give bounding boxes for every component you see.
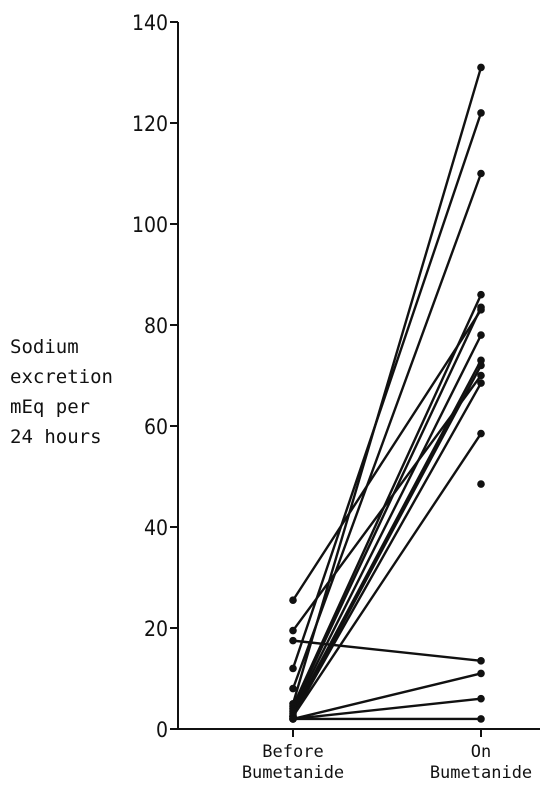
data-point	[477, 109, 485, 117]
data-point	[477, 657, 485, 665]
series-line	[291, 382, 483, 717]
data-point	[477, 169, 485, 178]
series-line	[291, 294, 483, 707]
y-axis-label-line: 24 hours	[10, 426, 102, 448]
y-ticks: 0 20 40 60 80 100 120 140	[132, 11, 178, 742]
series-lines	[291, 67, 483, 721]
data-point	[477, 669, 485, 678]
y-tick-label: 80	[144, 314, 168, 338]
data-point	[477, 379, 485, 387]
y-tick-label: 140	[132, 11, 168, 35]
data-point	[289, 636, 297, 645]
x-category-label-line: Bumetanide	[429, 763, 533, 783]
series-line	[292, 697, 482, 721]
data-point	[477, 331, 485, 339]
data-point	[477, 290, 485, 299]
data-point	[477, 480, 485, 488]
series-line	[291, 364, 483, 717]
x-category-label-before: Before Bumetanide	[213, 742, 373, 784]
y-tick-label: 20	[144, 617, 168, 641]
x-category-label-on: On Bumetanide	[401, 742, 540, 784]
y-tick-label: 60	[144, 415, 168, 439]
series-line	[291, 173, 483, 690]
series-line	[291, 67, 483, 705]
data-point	[289, 684, 297, 693]
data-point	[289, 626, 297, 635]
y-tick-label: 0	[156, 718, 168, 742]
data-point	[289, 596, 297, 605]
axes	[177, 22, 540, 737]
series-line	[291, 334, 483, 712]
data-point	[289, 664, 297, 673]
series-line	[291, 309, 483, 601]
x-category-label-line: On	[470, 742, 492, 762]
series-line	[292, 432, 482, 718]
series-line	[292, 672, 482, 721]
x-category-label-line: Before	[262, 742, 324, 762]
y-axis-label-line: mEq per	[10, 396, 91, 418]
data-point	[477, 361, 485, 370]
data-point	[289, 715, 297, 723]
data-point	[477, 694, 485, 703]
series-line	[291, 112, 483, 669]
y-tick-label: 120	[132, 112, 168, 136]
data-point	[477, 63, 485, 72]
series-line	[291, 359, 483, 715]
y-tick-label: 40	[144, 516, 168, 540]
data-point	[477, 371, 485, 380]
data-point	[477, 715, 485, 723]
data-point	[477, 303, 485, 312]
data-points	[289, 63, 485, 723]
y-axis-label: Sodium excretion mEq per 24 hours	[10, 332, 160, 452]
x-category-label-line: Bumetanide	[241, 763, 345, 783]
y-axis-label-line: Sodium	[10, 336, 79, 358]
y-tick-label: 100	[132, 213, 168, 237]
series-line	[291, 306, 483, 710]
y-axis-label-line: excretion	[10, 366, 113, 388]
data-point	[477, 429, 485, 438]
